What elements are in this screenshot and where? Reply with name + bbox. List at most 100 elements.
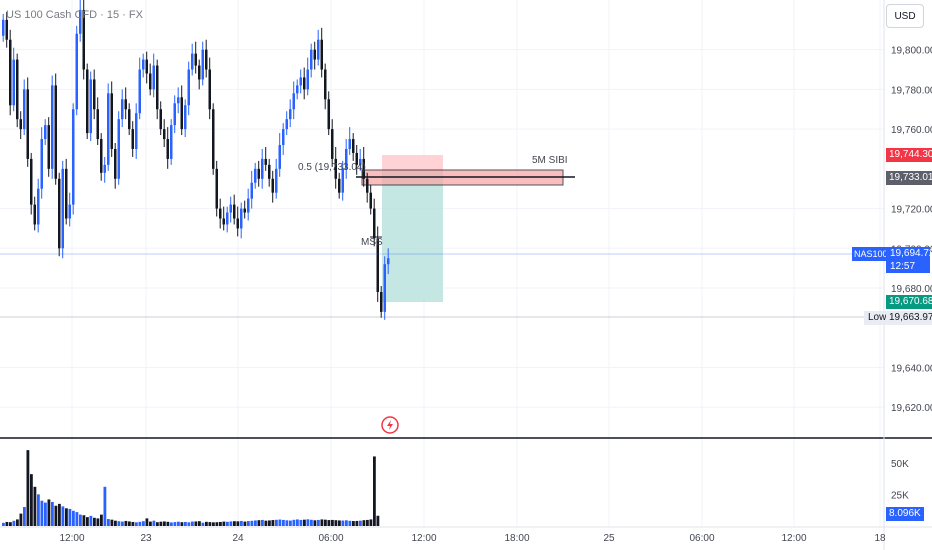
candle-body xyxy=(233,204,236,219)
candle-body xyxy=(152,65,155,90)
candle-body xyxy=(121,99,124,120)
volume-bar xyxy=(114,520,117,526)
volume-bar xyxy=(359,520,362,526)
volume-bar xyxy=(250,520,254,526)
candle-body xyxy=(117,119,120,179)
volume-bar xyxy=(103,486,107,526)
volume-bar xyxy=(159,521,163,526)
volume-bar xyxy=(191,521,194,526)
candle-body xyxy=(16,59,19,120)
candle-body xyxy=(131,129,134,149)
candle-body xyxy=(37,188,40,225)
candle-body xyxy=(205,49,208,70)
candle-body xyxy=(198,65,201,80)
gray-price-tag: 19,733.01 xyxy=(886,171,932,185)
y-tick-label: 19,800.00 xyxy=(891,46,932,57)
volume-bar xyxy=(243,521,247,526)
volume-bar xyxy=(236,521,240,526)
mss-label: MSS xyxy=(361,237,383,248)
y-tick-label: 19,680.00 xyxy=(891,284,932,295)
candle-body xyxy=(163,129,166,140)
candle-body xyxy=(19,119,22,130)
volume-bar xyxy=(362,520,366,526)
take-profit-zone xyxy=(382,172,443,302)
candle-body xyxy=(23,89,26,130)
candle-body xyxy=(194,53,197,66)
candle-body xyxy=(208,69,211,110)
candle-body xyxy=(345,148,348,169)
volume-bar xyxy=(145,518,149,526)
volume-bar xyxy=(187,522,191,526)
candle-body xyxy=(47,125,50,169)
volume-bar xyxy=(44,502,47,526)
candle-body xyxy=(159,109,162,130)
candle-body xyxy=(82,9,85,70)
volume-bar xyxy=(170,522,173,526)
volume-bar xyxy=(138,521,142,526)
volume-bar xyxy=(89,515,93,526)
volume-bar xyxy=(86,517,89,526)
volume-bar xyxy=(355,520,359,526)
candle-body xyxy=(89,79,92,134)
x-tick-label: 23 xyxy=(140,533,152,544)
symbol-title[interactable]: US 100 Cash CFD · 15 · FX xyxy=(6,9,143,21)
volume-bar xyxy=(376,515,380,526)
volume-bar xyxy=(47,499,51,526)
candle-body xyxy=(187,69,190,106)
volume-bar xyxy=(341,520,345,526)
candle-body xyxy=(128,109,131,130)
candle-body xyxy=(12,59,15,106)
volume-bar xyxy=(82,515,86,526)
candle-body xyxy=(303,77,306,90)
candle-body xyxy=(362,158,365,179)
volume-bar xyxy=(100,514,103,526)
volume-bar xyxy=(366,519,369,526)
candle-body xyxy=(222,218,225,225)
candle-body xyxy=(257,168,260,179)
candle-body xyxy=(180,97,183,130)
volume-bar xyxy=(54,505,58,526)
volume-bar xyxy=(131,521,135,526)
candle-body xyxy=(96,109,99,140)
volume-bar xyxy=(23,507,26,526)
x-tick-label: 18:00 xyxy=(504,533,529,544)
volume-bar xyxy=(198,521,201,526)
volume-bar xyxy=(68,508,72,526)
candle-body xyxy=(338,178,341,193)
volume-bar xyxy=(72,510,75,526)
candle-body xyxy=(289,109,292,120)
candle-body xyxy=(261,158,264,179)
candle-body xyxy=(278,145,281,169)
candle-body xyxy=(26,89,29,159)
volume-bar xyxy=(331,519,334,526)
candle-body xyxy=(149,73,152,90)
volume-value-tag: 8.096K xyxy=(886,507,924,521)
candle-body xyxy=(264,158,267,165)
volume-bar xyxy=(156,522,159,526)
volume-bar xyxy=(212,522,215,526)
y-tick-label: 19,760.00 xyxy=(891,125,932,136)
candle-body xyxy=(138,69,141,114)
volume-bar xyxy=(5,521,9,526)
volume-bar xyxy=(152,520,156,526)
candle-body xyxy=(79,9,82,34)
volume-bar xyxy=(369,519,373,526)
volume-bar xyxy=(37,494,40,526)
zone-label: 5M SIBI xyxy=(532,155,568,166)
candle-body xyxy=(135,113,138,149)
candle-body xyxy=(61,168,64,249)
candle-body xyxy=(5,19,8,40)
candle-body xyxy=(173,103,176,126)
candle-body xyxy=(68,204,71,219)
currency-button[interactable]: USD xyxy=(886,4,924,28)
candle-body xyxy=(247,198,250,213)
volume-bar xyxy=(177,521,180,526)
volume-bar xyxy=(334,520,338,526)
x-tick-label: 06:00 xyxy=(689,533,714,544)
candle-body xyxy=(219,208,222,219)
volume-bar xyxy=(222,521,226,526)
event-flash-icon[interactable] xyxy=(381,416,399,434)
y-tick-label: 19,720.00 xyxy=(891,205,932,216)
